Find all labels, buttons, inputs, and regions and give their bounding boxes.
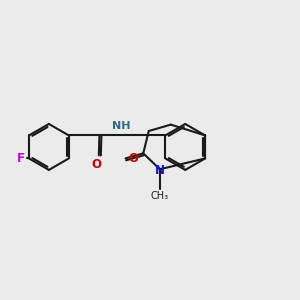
Text: CH₃: CH₃	[151, 191, 169, 201]
Text: O: O	[129, 152, 139, 165]
Text: NH: NH	[112, 122, 131, 131]
Text: O: O	[92, 158, 101, 171]
Text: N: N	[155, 164, 165, 177]
Text: F: F	[17, 152, 25, 165]
